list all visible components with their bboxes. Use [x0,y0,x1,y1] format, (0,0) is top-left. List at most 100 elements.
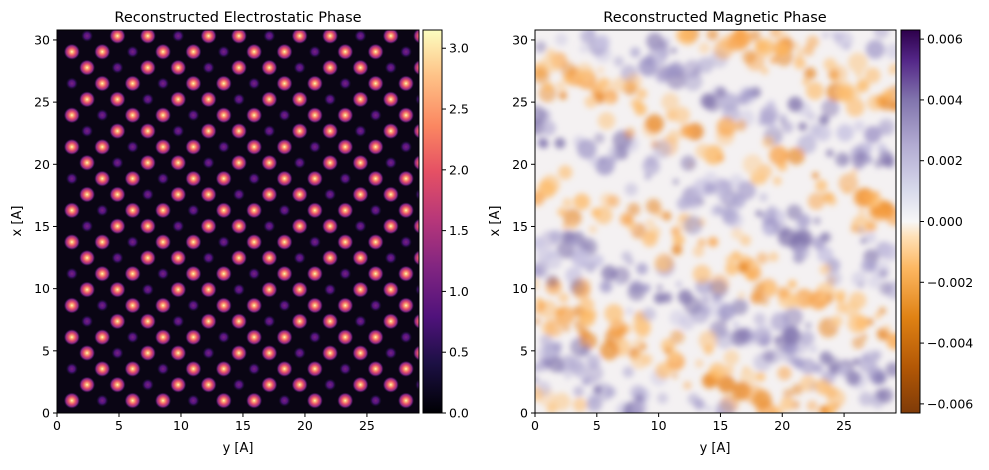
bright-atom-column [109,186,126,203]
magnetic-axis-ticks: 0 5 10 15 20 25 0 5 10 15 20 25 30 [512,32,852,433]
bright-atom-column [94,170,111,187]
magnetic-phase-patch [867,275,881,289]
magnetic-phase-patch [830,314,843,327]
magnetic-phase-patch [708,279,728,299]
dim-atom-column [415,379,419,391]
dim-atom-column [217,236,230,249]
magnetic-phase-patch [782,388,794,400]
magnetic-phase-patch [578,327,590,339]
bright-atom-column [291,376,308,393]
magnetic-phase-patch [803,67,817,80]
bright-atom-column [94,43,111,60]
dim-atom-column [126,331,139,344]
magnetic-phase-panel: Reconstructed Magnetic Phase 0 5 10 15 20 250… [488,10,973,456]
magnetic-phase-patch [549,230,563,243]
magnetic-phase-patch [629,47,641,58]
magnetic-phase-patch [848,291,867,310]
magnetic-phase-patch [677,289,693,305]
magnetic-phase-patch [594,34,611,50]
magnetic-phase-patch [631,400,648,413]
dim-atom-column [81,125,94,138]
magnetic-phase-patch [599,280,613,293]
magnetic-phase-patch [756,252,769,265]
bright-atom-column [306,297,323,314]
bright-atom-column [63,107,80,124]
magnetic-phase-patch [882,243,896,262]
bright-atom-column [367,43,384,60]
magnetic-phase-patch [837,84,853,100]
magnetic-phase-patch [786,204,803,221]
dim-atom-column [111,61,124,74]
electrostatic-ytick-label: 0 [42,406,50,421]
magnetic-phase-patch [749,30,761,42]
magnetic-phase-patch [865,39,885,59]
magnetic-phase-patch [698,330,719,351]
electrostatic-colorbar-tick-label: 2.0 [449,162,469,177]
bright-atom-column [230,313,247,330]
dim-atom-column [232,188,245,201]
magnetic-phase-patch [723,194,732,202]
magnetic-phase-patch [878,307,886,315]
magnetic-phase-patch [791,383,803,396]
dim-atom-column [111,251,124,264]
dim-atom-column [248,77,261,90]
magnetic-phase-patch [852,336,865,350]
bright-atom-column [352,281,369,298]
dim-atom-column [141,188,154,201]
bright-atom-column [230,30,247,44]
magnetic-phase-patch [613,76,629,93]
magnetic-phase-patch [569,237,579,247]
magnetic-phase-patch [705,405,712,412]
bright-atom-column [413,250,419,266]
magnetic-phase-patch [710,205,722,217]
bright-atom-column [382,186,399,203]
bright-atom-column [382,123,399,140]
magnetic-phase-patch [852,358,860,366]
bright-atom-column [352,91,369,108]
dim-atom-column [96,14,108,26]
dim-atom-column [187,204,200,217]
bright-atom-column [124,170,141,187]
bright-atom-column [337,202,354,219]
bright-atom-column [79,281,96,298]
bright-atom-column [367,75,384,92]
magnetic-phase-patch [625,307,634,316]
magnetic-phase-patch [585,375,596,387]
dim-atom-column [339,77,352,90]
magnetic-phase-patch [861,353,870,362]
bright-atom-column [337,234,354,251]
magnetic-phase-patch [739,368,757,386]
magnetic-phase-patch [872,350,882,360]
dim-atom-column [293,156,306,169]
bright-atom-column [230,59,247,76]
bright-atom-column [261,249,278,266]
dim-atom-column [263,30,276,42]
bright-atom-column [261,91,278,108]
dim-atom-column [354,220,367,233]
magnetic-phase-patch [707,236,719,248]
bright-atom-column [397,360,414,377]
magnetic-phase-patch [787,293,802,308]
dim-atom-column [384,156,397,169]
bright-atom-column [306,75,323,92]
bright-atom-column [215,392,232,409]
magnetic-phase-patch [882,324,892,333]
magnetic-phase-patch [854,316,869,331]
magnetic-phase-patch [717,375,736,394]
bright-atom-column [215,297,232,314]
dim-atom-column [126,45,139,58]
magnetic-phase-patch [864,231,877,244]
magnetic-phase-patch [573,386,585,397]
magnetic-phase-patch [851,215,871,235]
dim-atom-column [308,45,321,58]
magnetic-phase-patch [878,150,894,165]
dim-atom-column [81,30,94,42]
magnetic-phase-patch [588,155,600,167]
magnetic-phase-patch [554,137,566,149]
magnetic-phase-patch [821,99,840,118]
bright-atom-column [413,123,419,139]
bright-atom-column [109,376,126,393]
magnetic-phase-patch [573,193,591,210]
bright-atom-column [94,265,111,282]
bright-atom-column [261,59,278,76]
